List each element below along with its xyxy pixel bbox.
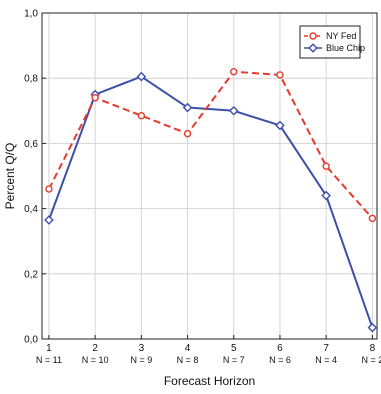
y-tick-label: 0,8 bbox=[24, 74, 38, 85]
x-tick-label: 2 bbox=[92, 343, 98, 354]
y-tick-label: 0,6 bbox=[24, 139, 38, 150]
y-tick-label: 0,0 bbox=[24, 335, 38, 346]
data-point-circle bbox=[45, 185, 53, 193]
data-point-circle bbox=[183, 129, 192, 138]
series-line-blue-chip bbox=[47, 75, 374, 328]
data-point-diamond bbox=[228, 106, 239, 116]
y-tick-label: 0,4 bbox=[24, 204, 38, 215]
data-point-diamond bbox=[308, 43, 318, 53]
y-axis-label: Percent Q/Q bbox=[3, 143, 17, 210]
x-tick-label: 4 bbox=[185, 343, 191, 354]
x-axis-label: Forecast Horizon bbox=[164, 374, 255, 388]
data-point-diamond bbox=[44, 215, 54, 225]
sample-size-label: N = 11 bbox=[36, 355, 62, 365]
x-tick-label: 7 bbox=[323, 343, 329, 354]
legend-label: NY Fed bbox=[326, 31, 356, 41]
sample-size-label: N = 6 bbox=[269, 355, 291, 365]
sample-size-label: N = 10 bbox=[82, 355, 109, 365]
data-point-circle bbox=[322, 162, 330, 170]
data-point-circle bbox=[91, 94, 99, 102]
data-point-diamond bbox=[321, 190, 331, 201]
plot-border bbox=[41, 12, 378, 340]
legend-box bbox=[299, 25, 361, 59]
y-tick-label: 0,2 bbox=[24, 269, 38, 280]
x-tick-label: 6 bbox=[277, 343, 283, 354]
series-layer bbox=[44, 67, 378, 333]
sample-size-label: N = 8 bbox=[177, 355, 199, 365]
sample-size-label: N = 2 bbox=[361, 355, 381, 365]
series-line-ny-fed bbox=[48, 70, 374, 220]
plot-frame bbox=[41, 12, 378, 340]
sample-size-label: N = 7 bbox=[223, 355, 245, 365]
data-point-diamond bbox=[367, 322, 378, 333]
data-point-diamond bbox=[182, 102, 193, 113]
sample-size-label: N = 4 bbox=[315, 355, 337, 365]
x-tick-label: 8 bbox=[370, 343, 376, 354]
grid-lines bbox=[42, 12, 377, 340]
data-point-circle bbox=[309, 32, 317, 40]
y-tick-label: 1,0 bbox=[24, 9, 38, 20]
data-point-circle bbox=[276, 71, 284, 79]
x-tick-label: 3 bbox=[139, 343, 145, 354]
data-point-circle bbox=[230, 67, 238, 76]
sample-size-label: N = 9 bbox=[130, 355, 152, 365]
legend: NY Fed Blue Chip bbox=[299, 25, 365, 59]
x-tick-label: 1 bbox=[46, 343, 52, 354]
legend-label: Blue Chip bbox=[326, 43, 365, 53]
data-point-diamond bbox=[275, 120, 285, 131]
data-point-diamond bbox=[136, 71, 147, 82]
data-point-circle bbox=[368, 214, 377, 223]
data-point-circle bbox=[137, 111, 146, 120]
x-tick-label: 5 bbox=[231, 343, 237, 354]
